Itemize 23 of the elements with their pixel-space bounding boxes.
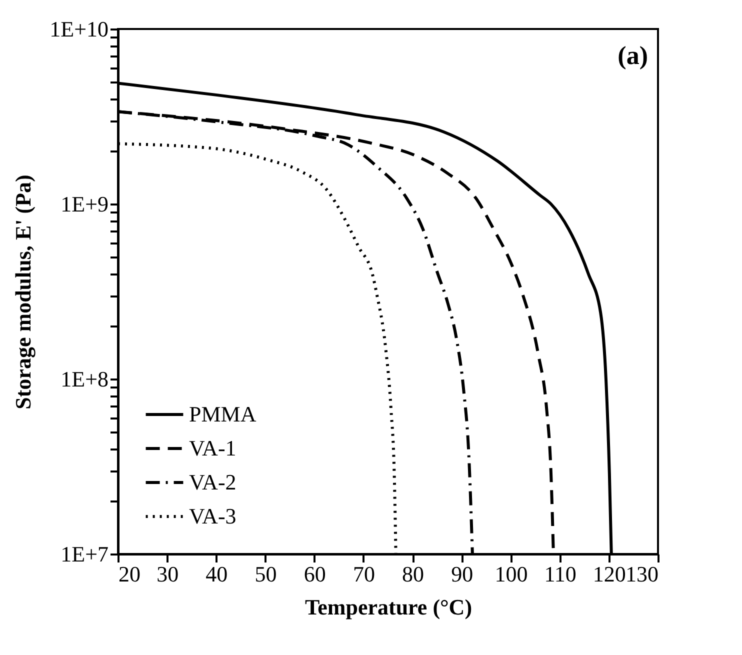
- x-axis-title: Temperature (°C): [304, 594, 472, 620]
- legend-label: VA-3: [189, 504, 236, 528]
- x-tick-label: 70: [352, 562, 375, 586]
- x-tick-label: 40: [206, 562, 228, 586]
- annotation: (a): [618, 41, 648, 70]
- x-tick-label: 110: [544, 562, 576, 586]
- legend-label: PMMA: [189, 402, 256, 426]
- x-tick-label: 20: [118, 562, 140, 586]
- y-tick-label: 1E+10: [50, 16, 108, 42]
- x-tick-label: 120: [592, 562, 626, 586]
- legend-label: VA-1: [189, 436, 236, 460]
- x-tick-label: 50: [254, 562, 277, 586]
- x-tick-label: 90: [451, 562, 474, 586]
- x-tick-label: 80: [402, 562, 424, 586]
- x-tick-label: 100: [494, 562, 528, 586]
- y-tick-label: 1E+9: [60, 192, 108, 216]
- legend-label: VA-2: [189, 470, 236, 494]
- y-axis-title: Storage modulus, E' (Pa): [10, 174, 36, 410]
- x-tick-label: 30: [156, 562, 179, 586]
- x-tick-label: 130: [626, 562, 658, 586]
- y-tick-label: 1E+8: [60, 366, 108, 392]
- y-tick-label: 1E+7: [60, 542, 108, 566]
- x-tick-label: 60: [304, 562, 326, 586]
